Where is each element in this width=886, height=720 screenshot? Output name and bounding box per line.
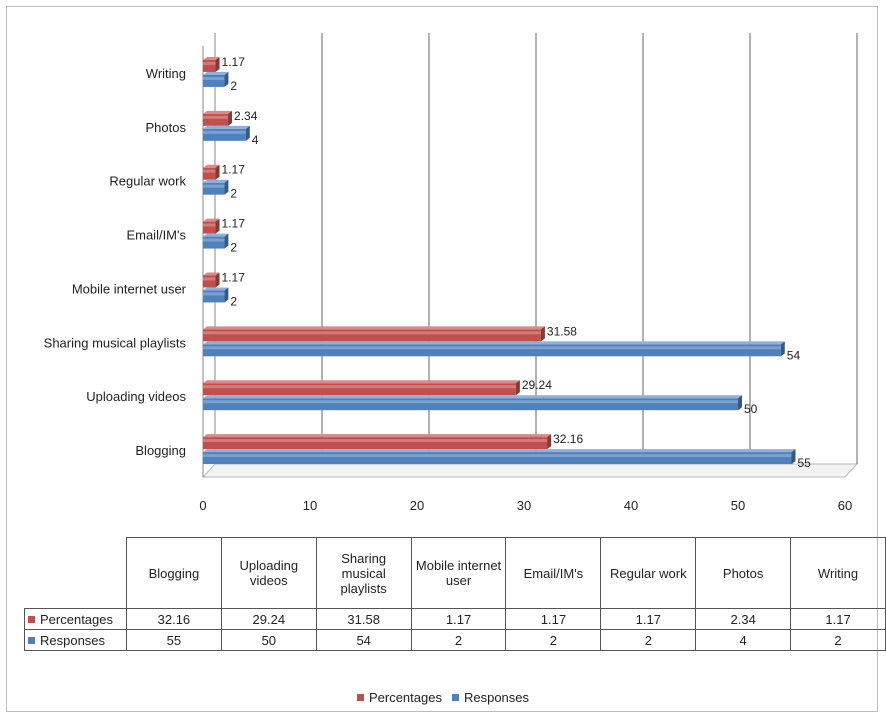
- table-cell-percentages-mobile-internet-user: 1.17: [410, 608, 507, 630]
- table-cell-percentages-photos: 2.34: [695, 608, 792, 630]
- category-label-mobile-internet-user: Mobile internet user: [72, 281, 187, 296]
- bar-responses-photos: [203, 125, 250, 141]
- table-header-photos: Photos: [695, 537, 792, 609]
- table-header-blogging: Blogging: [125, 537, 222, 609]
- bar-responses-writing: [203, 71, 229, 87]
- x-tick-label-40: 40: [624, 498, 638, 513]
- bar-responses-blogging: [203, 449, 796, 465]
- legend-label: Percentages: [368, 690, 442, 705]
- table-cell-percentages-uploading-videos: 29.24: [220, 608, 317, 630]
- category-label-email-im-s: Email/IM's: [126, 228, 186, 243]
- bar-responses-regular-work: [203, 179, 229, 195]
- table-header-email-im-s: Email/IM's: [505, 537, 602, 609]
- table-series-responses: Responses: [24, 629, 127, 651]
- bar-percentages-uploading-videos: [203, 380, 520, 396]
- bar-percentages-photos: [203, 110, 233, 126]
- legend-label: Responses: [463, 690, 530, 705]
- x-tick-label-10: 10: [303, 498, 317, 513]
- table-cell-percentages-writing: 1.17: [790, 608, 886, 630]
- bar-percentages-regular-work: [203, 164, 220, 180]
- category-label-blogging: Blogging: [135, 443, 186, 458]
- x-tick-label-0: 0: [199, 498, 206, 513]
- table-header-uploading-videos: Uploading videos: [220, 537, 317, 609]
- bar-percentages-writing: [203, 56, 220, 72]
- table-cell-responses-blogging: 55: [125, 629, 222, 651]
- table-cell-responses-photos: 4: [695, 629, 792, 651]
- table-cell-percentages-email-im-s: 1.17: [505, 608, 602, 630]
- bar-percentages-email-im-s: [203, 218, 220, 234]
- data-table: Blogging Uploading videos Sharing musical …: [24, 537, 886, 651]
- data-label-responses-uploading-videos: 50: [744, 402, 758, 416]
- legend-swatch: [451, 694, 459, 702]
- table-cell-responses-uploading-videos: 50: [220, 629, 317, 651]
- table-row-percentages: Percentages 32.16 29.24 31.58 1.17 1.17 1.17 2.…: [24, 608, 886, 630]
- table-corner: [25, 538, 127, 609]
- data-label-percentages-uploading-videos: 29.24: [522, 378, 552, 392]
- category-label-uploading-videos: Uploading videos: [86, 389, 186, 404]
- bar-percentages-sharing-musical-playlists: [203, 326, 545, 342]
- legend-item-percentages: Percentages: [356, 690, 442, 705]
- category-label-regular-work: Regular work: [109, 174, 186, 189]
- table-header-regular-work: Regular work: [600, 537, 697, 609]
- series-name: Percentages: [40, 611, 113, 627]
- series-swatch: [28, 615, 35, 623]
- table-cell-percentages-regular-work: 1.17: [600, 608, 697, 630]
- data-label-responses-regular-work: 2: [230, 187, 237, 201]
- data-label-responses-email-im-s: 2: [230, 241, 237, 255]
- series-name: Responses: [40, 632, 106, 648]
- data-label-percentages-photos: 2.34: [234, 109, 258, 123]
- series-swatch: [28, 636, 35, 644]
- bar-responses-email-im-s: [203, 233, 229, 249]
- table-header-mobile-internet-user: Mobile internet user: [410, 537, 507, 609]
- table-series-percentages: Percentages: [24, 608, 127, 630]
- category-label-sharing-musical-playlists: Sharing musical playlists: [44, 335, 187, 350]
- data-label-responses-blogging: 55: [798, 456, 812, 470]
- category-label-writing: Writing: [146, 66, 186, 81]
- legend: Percentages Responses: [0, 690, 886, 705]
- table-cell-responses-mobile-internet-user: 2: [410, 629, 507, 651]
- table-row-responses: Responses 55 50 54 2 2 2 4 2: [24, 629, 886, 651]
- bar-responses-uploading-videos: [203, 395, 742, 411]
- table-header-sharing-musical-playlists: Sharing musical playlists: [315, 537, 412, 609]
- table-cell-responses-writing: 2: [790, 629, 886, 651]
- bar-chart: 0 10 20 30 40 50 60 Blogging 32.16 55 Uploading vi…: [44, 33, 859, 513]
- x-tick-label-60: 60: [838, 498, 852, 513]
- table-cell-responses-email-im-s: 2: [505, 629, 602, 651]
- bar-responses-sharing-musical-playlists: [203, 341, 785, 357]
- data-label-responses-writing: 2: [230, 79, 237, 93]
- data-label-responses-sharing-musical-playlists: 54: [787, 348, 801, 362]
- bar-responses-mobile-internet-user: [203, 287, 229, 303]
- x-tick-label-50: 50: [731, 498, 745, 513]
- plot-floor: [201, 463, 859, 478]
- legend-item-responses: Responses: [451, 690, 530, 705]
- data-label-percentages-sharing-musical-playlists: 31.58: [547, 324, 577, 338]
- legend-swatch: [356, 694, 364, 702]
- x-tick-label-30: 30: [517, 498, 531, 513]
- table-cell-responses-regular-work: 2: [600, 629, 697, 651]
- x-tick-label-20: 20: [410, 498, 424, 513]
- category-label-photos: Photos: [146, 120, 187, 135]
- table-cell-percentages-blogging: 32.16: [125, 608, 222, 630]
- table-cell-responses-sharing-musical-playlists: 54: [315, 629, 412, 651]
- bar-percentages-mobile-internet-user: [203, 272, 220, 288]
- table-header-writing: Writing: [790, 537, 886, 609]
- data-label-percentages-email-im-s: 1.17: [222, 217, 246, 231]
- data-label-responses-photos: 4: [252, 133, 259, 147]
- data-label-percentages-mobile-internet-user: 1.17: [222, 270, 246, 284]
- table-header-row: Blogging Uploading videos Sharing musical …: [25, 537, 886, 609]
- table-cell-percentages-sharing-musical-playlists: 31.58: [315, 608, 412, 630]
- data-label-percentages-writing: 1.17: [222, 55, 246, 69]
- data-label-percentages-blogging: 32.16: [553, 432, 583, 446]
- bar-percentages-blogging: [203, 434, 552, 450]
- data-label-percentages-regular-work: 1.17: [222, 163, 246, 177]
- data-label-responses-mobile-internet-user: 2: [230, 294, 237, 308]
